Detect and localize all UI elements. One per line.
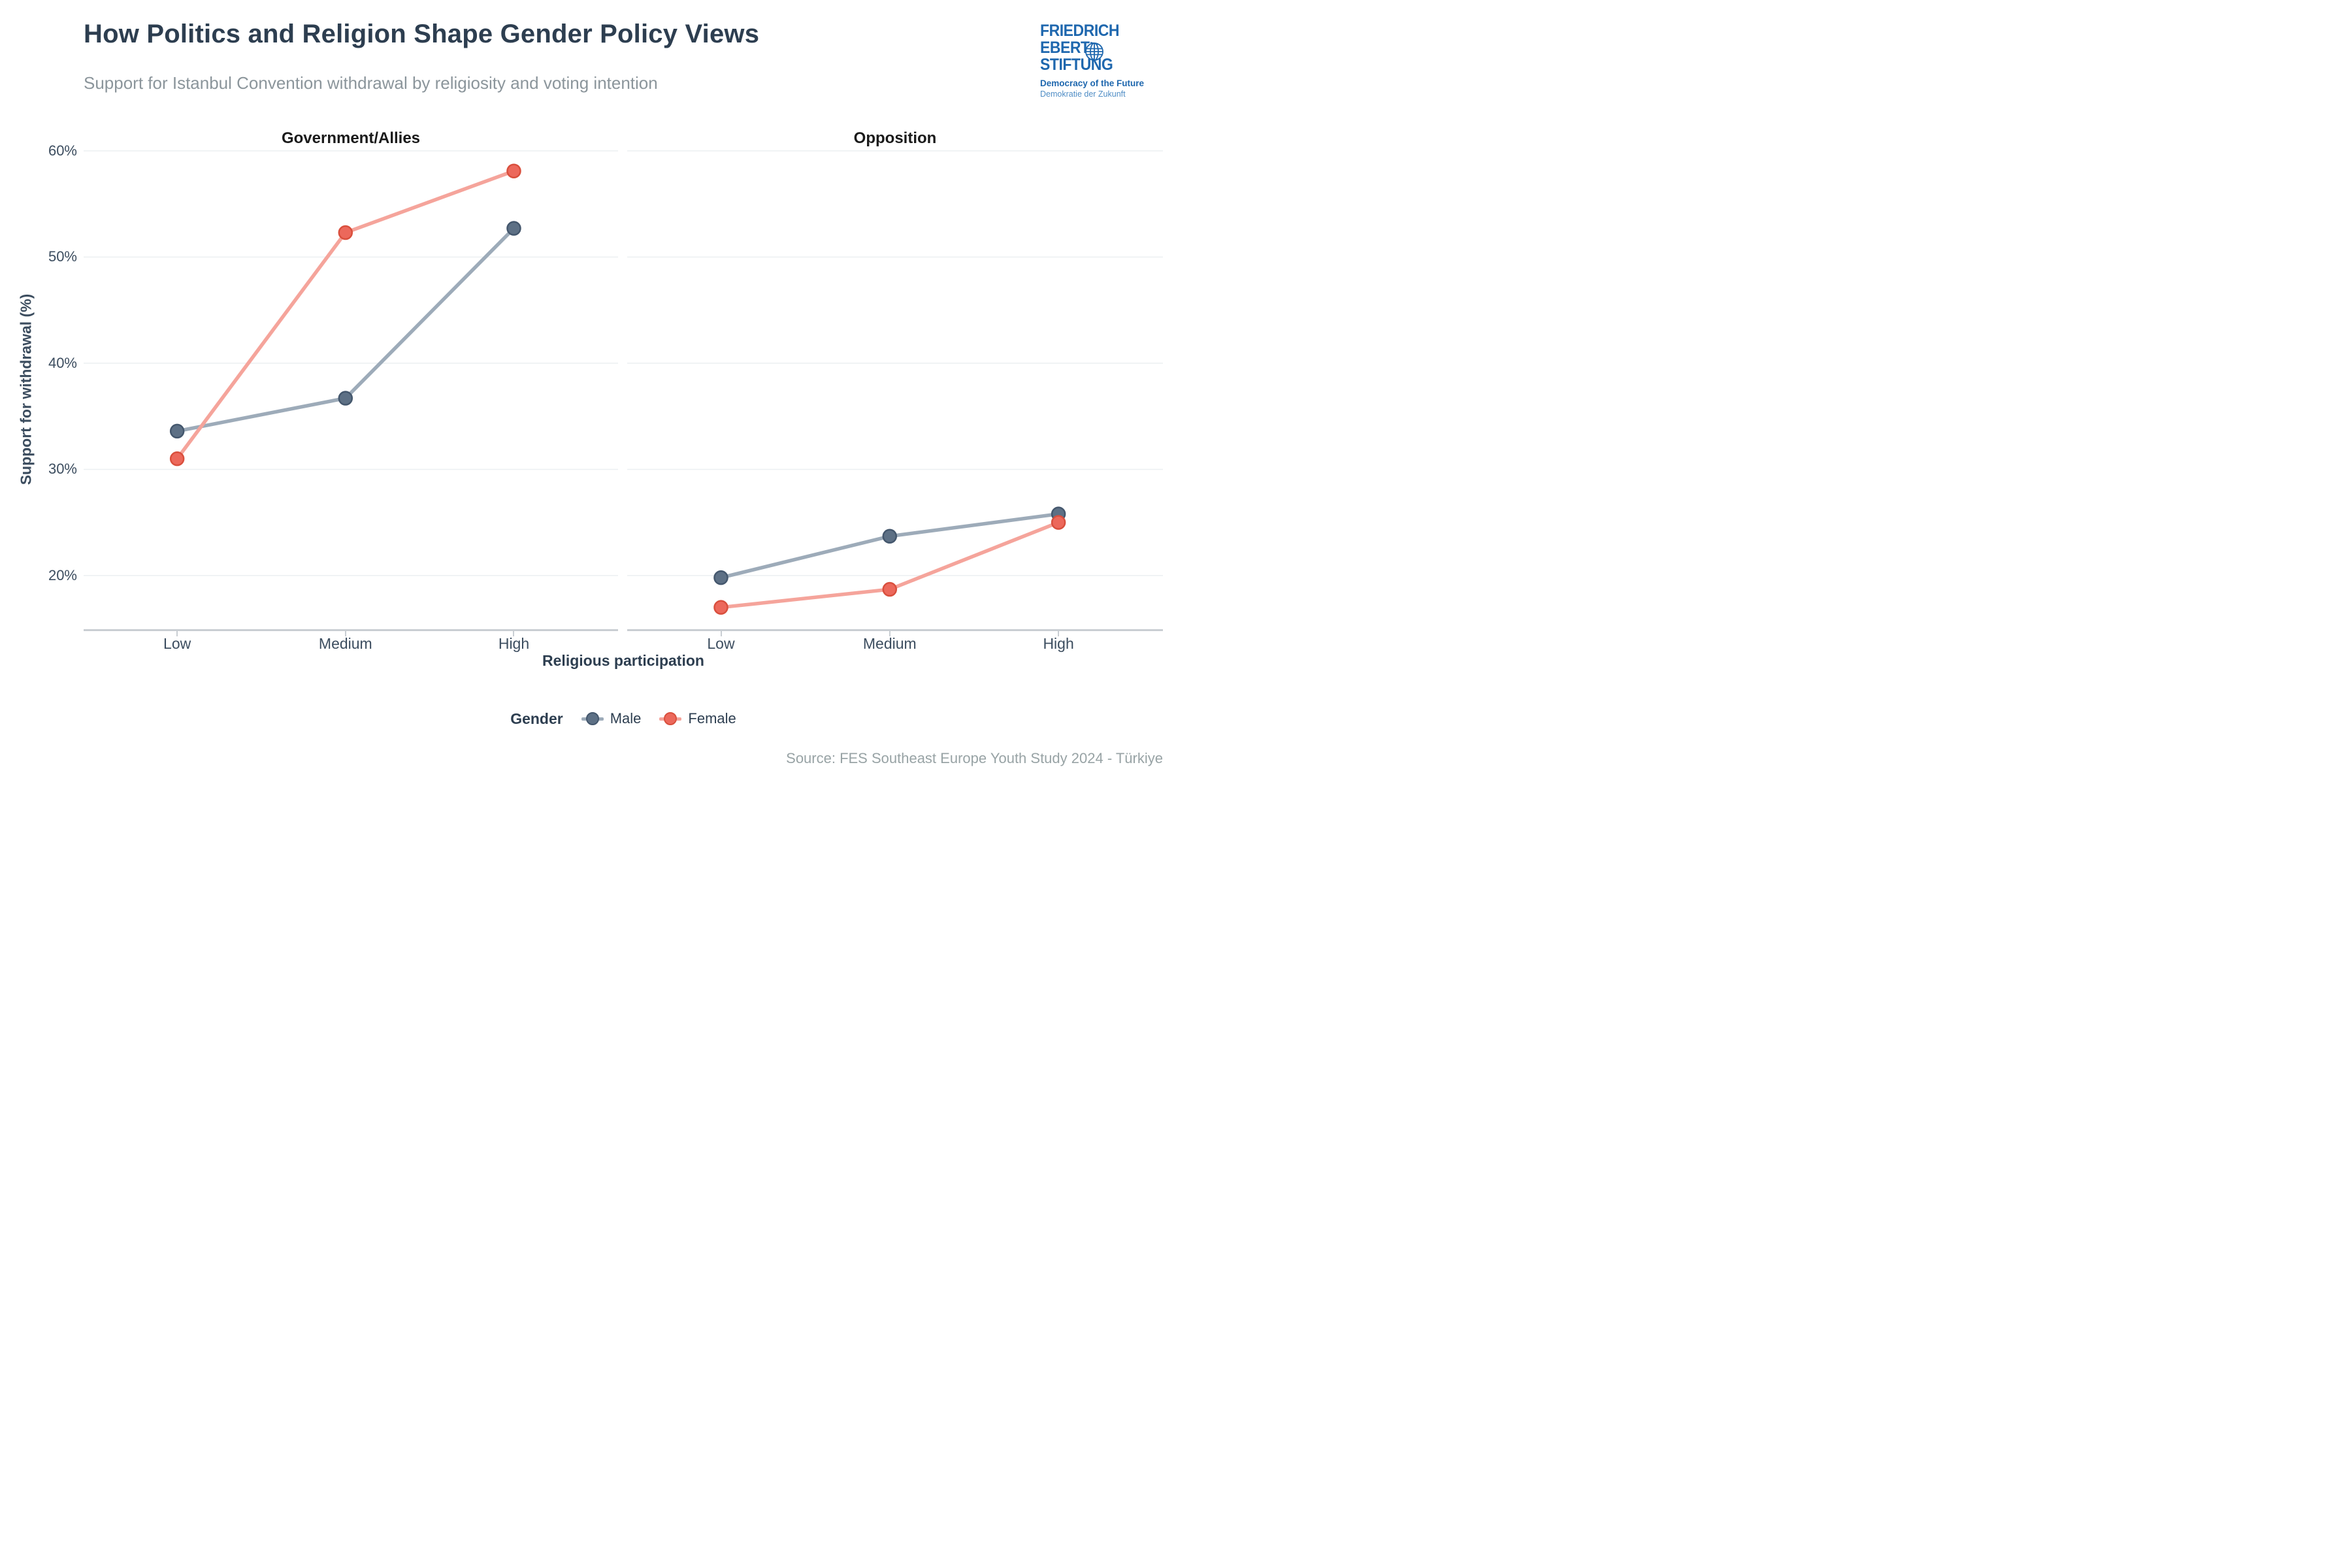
fes-logo: FRIEDRICH EBERT STIFTUNG Democracy of th… <box>1040 22 1158 114</box>
source-note: Source: FES Southeast Europe Youth Study… <box>786 750 1163 766</box>
legend-item-male: Male <box>581 708 642 729</box>
x-tick <box>720 631 722 636</box>
male-point <box>338 391 353 406</box>
x-tick-label: Low <box>707 635 735 652</box>
logo-tagline-en: Democracy of the Future <box>1040 78 1145 88</box>
facet-title-opposition: Opposition <box>853 129 937 147</box>
male-point <box>882 529 898 544</box>
x-tick <box>176 631 178 636</box>
x-tick <box>513 631 515 636</box>
x-tick-label: Low <box>163 635 191 652</box>
globe-icon <box>1085 42 1103 61</box>
logo-line-stiftung: STIFTUNG <box>1040 56 1113 74</box>
legend-label-female: Female <box>688 710 736 727</box>
female-line <box>175 169 516 461</box>
logo-line-friedrich: FRIEDRICH <box>1040 22 1120 40</box>
x-axis-line <box>627 629 1163 631</box>
male-legend-key-icon <box>581 708 604 729</box>
female-legend-key-icon <box>659 708 682 729</box>
facet-plot-opposition <box>627 150 1163 615</box>
y-tick-label: 30% <box>48 461 77 478</box>
male-point <box>506 221 521 236</box>
y-axis-title: Support for withdrawal (%) <box>17 293 35 485</box>
x-axis-line <box>84 629 618 631</box>
female-point <box>169 451 185 466</box>
male-point <box>713 570 728 585</box>
y-tick-label: 40% <box>48 354 77 371</box>
y-tick-label: 20% <box>48 566 77 583</box>
female-point <box>882 581 898 597</box>
female-point <box>713 600 728 615</box>
x-axis-title: Religious participation <box>542 652 704 669</box>
legend-label-male: Male <box>610 710 642 727</box>
x-tick-label: High <box>1043 635 1074 652</box>
facet-plot-government-allies <box>84 150 618 576</box>
x-tick <box>344 631 346 636</box>
legend-title: Gender <box>510 710 563 727</box>
female-point <box>1051 515 1066 530</box>
page-subtitle: Support for Istanbul Convention withdraw… <box>84 73 658 93</box>
logo-line-ebert: EBERT <box>1040 39 1090 57</box>
facet-title-government: Government/Allies <box>281 129 421 147</box>
female-point <box>338 225 353 240</box>
x-tick <box>889 631 890 636</box>
logo-tagline-de: Demokratie der Zukunft <box>1040 90 1126 99</box>
y-tick-label: 50% <box>48 248 77 265</box>
x-tick-label: Medium <box>862 635 917 652</box>
page: { "header": { "title": "How Politics and… <box>0 0 1176 784</box>
x-tick <box>1058 631 1060 636</box>
x-tick-label: Medium <box>318 635 372 652</box>
page-title: How Politics and Religion Shape Gender P… <box>84 20 760 48</box>
male-point <box>169 423 185 439</box>
y-tick-label: 60% <box>48 142 77 159</box>
legend: Gender Male Female <box>84 708 1163 729</box>
male-line <box>719 512 1060 580</box>
female-point <box>506 163 521 179</box>
legend-item-female: Female <box>659 708 736 729</box>
x-tick-label: High <box>498 635 530 652</box>
